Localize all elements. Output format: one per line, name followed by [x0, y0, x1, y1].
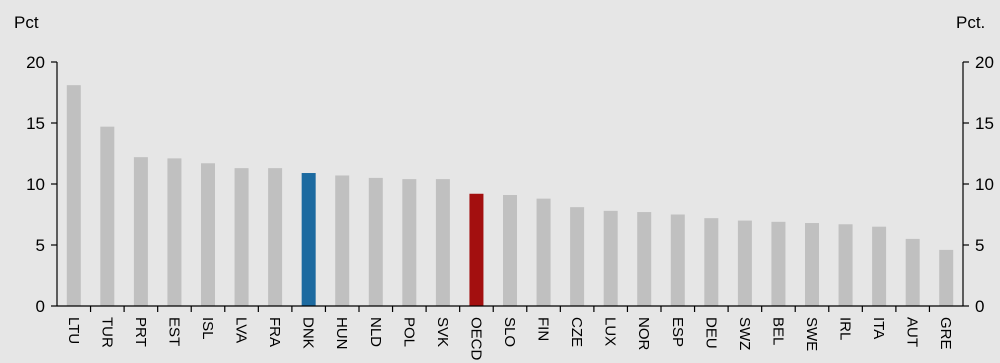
category-label-tur: TUR	[98, 317, 115, 348]
category-label-isl: ISL	[199, 317, 216, 340]
bars	[66, 85, 954, 307]
bar-slo	[503, 194, 517, 306]
bar-lux	[603, 210, 618, 306]
bar-fra	[268, 168, 283, 306]
category-label-hun: HUN	[333, 317, 350, 350]
category-label-fra: FRA	[266, 317, 283, 347]
y-axis-right-ticks: 0 5 10 15 20	[963, 53, 994, 316]
category-label-slo: SLO	[501, 317, 518, 347]
category-label-est: EST	[165, 317, 182, 346]
bar-lva	[234, 168, 249, 306]
category-label-swz: SWZ	[736, 317, 753, 350]
y-tick-right-label: 20	[975, 53, 994, 72]
y-tick-left-label: 5	[36, 236, 45, 255]
y-axis-unit-right: Pct.	[956, 13, 985, 32]
y-tick-left-label: 15	[26, 114, 45, 133]
category-label-prt: PRT	[132, 317, 149, 347]
category-label-dnk: DNK	[300, 317, 317, 349]
category-label-oecd: OECD	[467, 317, 484, 361]
x-axis-category-labels: LTU TUR PRT EST ISL LVA FRA DNK HUN NLD POL SVK OECD…	[65, 317, 954, 361]
y-axis-left-ticks: 0 5 10 15 20	[26, 53, 57, 316]
bar-ltu	[66, 85, 81, 307]
category-label-gre: GRE	[937, 317, 954, 350]
category-label-nor: NOR	[635, 317, 652, 351]
bar-hun	[335, 175, 350, 306]
x-axis-ticks	[89, 306, 931, 312]
bar-irl	[838, 224, 853, 306]
bar-ita	[872, 226, 887, 306]
bar-prt	[133, 157, 148, 306]
category-label-irl: IRL	[837, 317, 854, 340]
category-label-swe: SWE	[803, 317, 820, 351]
category-label-ltu: LTU	[65, 317, 82, 344]
category-label-ita: ITA	[870, 317, 887, 339]
bar-deu	[704, 218, 719, 306]
category-label-cze: CZE	[568, 317, 585, 347]
bar-tur	[100, 126, 115, 306]
bar-nor	[637, 212, 652, 306]
category-label-bel: BEL	[769, 317, 786, 345]
y-tick-right-label: 15	[975, 114, 994, 133]
y-tick-right-label: 0	[975, 297, 984, 316]
y-axis-unit-left: Pct	[14, 13, 39, 32]
y-tick-left-label: 0	[36, 297, 45, 316]
category-label-aut: AUT	[904, 317, 921, 347]
category-label-nld: NLD	[367, 317, 384, 347]
bar-pol	[402, 179, 417, 306]
bar-aut	[905, 238, 920, 306]
y-tick-right-label: 5	[975, 236, 984, 255]
bar-esp	[670, 214, 685, 306]
category-label-deu: DEU	[702, 317, 719, 349]
bar-gre	[939, 249, 954, 306]
bar-swz	[737, 220, 752, 306]
bar-bel	[771, 221, 786, 306]
bar-isl	[201, 163, 215, 306]
bar-fin	[536, 198, 551, 306]
y-tick-right-label: 10	[975, 175, 994, 194]
category-label-fin: FIN	[535, 317, 552, 341]
y-tick-left-label: 10	[26, 175, 45, 194]
category-label-svk: SVK	[434, 317, 451, 347]
bar-dnk	[301, 173, 316, 306]
category-label-pol: POL	[400, 317, 417, 347]
bar-svk	[435, 179, 450, 306]
bar-cze	[570, 207, 585, 306]
category-label-esp: ESP	[669, 317, 686, 347]
category-label-lva: LVA	[233, 317, 250, 343]
category-label-lux: LUX	[602, 317, 619, 346]
bar-swe	[805, 223, 819, 306]
y-tick-left-label: 20	[26, 53, 45, 72]
bar-est	[167, 158, 182, 306]
bar-nld	[368, 177, 383, 306]
bar-oecd	[469, 193, 484, 306]
